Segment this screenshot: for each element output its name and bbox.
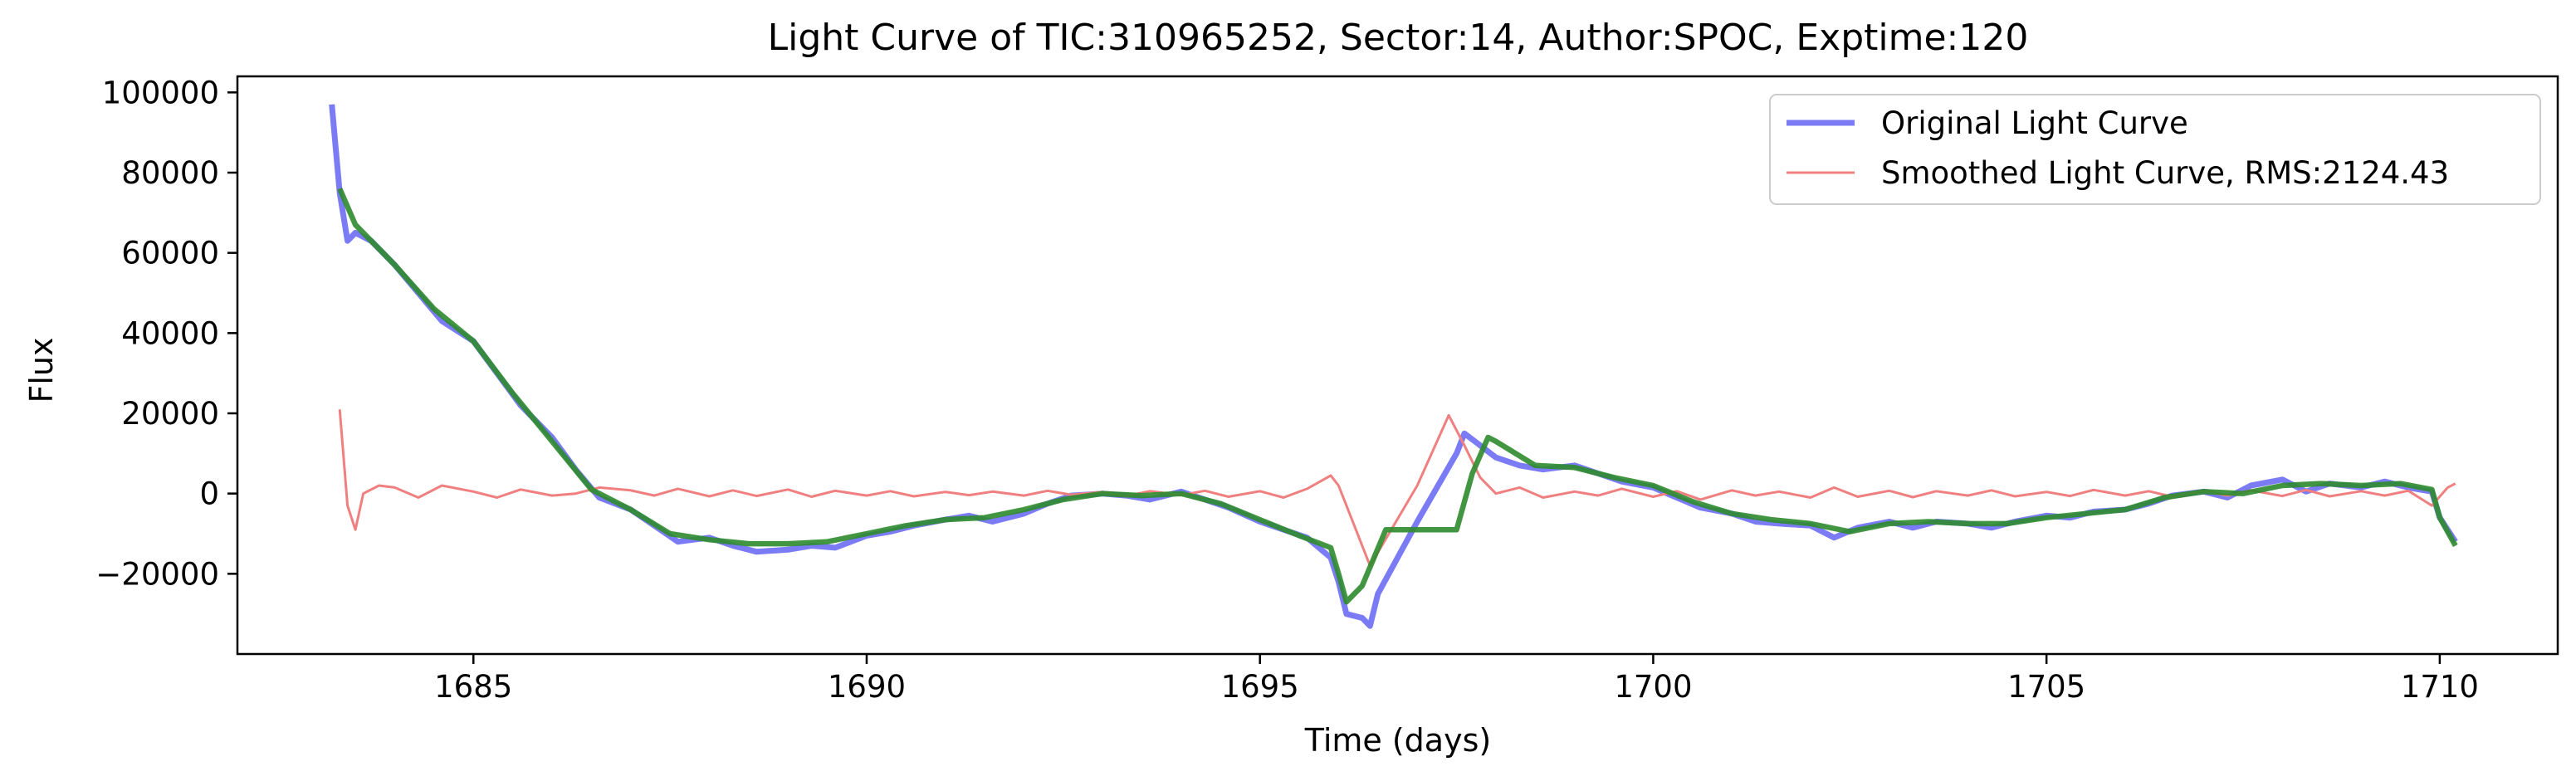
legend: Original Light Curve Smoothed Light Curv… (1769, 94, 2541, 205)
smoothed-light-curve-line (338, 409, 2456, 568)
x-tick-label: 1690 (828, 669, 906, 705)
y-tick-label: 0 (199, 476, 219, 512)
x-tick-label: 1700 (1614, 669, 1692, 705)
legend-box (1769, 94, 2541, 205)
x-tick-label: 1685 (434, 669, 512, 705)
x-axis-label: Time (days) (1304, 722, 1491, 759)
y-tick-label: 100000 (102, 75, 219, 110)
y-axis-ticks: −20000 0 20000 40000 60000 80000 100000 (95, 75, 237, 592)
x-tick-label: 1695 (1221, 669, 1299, 705)
x-tick-label: 1710 (2401, 669, 2479, 705)
legend-label-smoothed: Smoothed Light Curve, RMS:2124.43 (1881, 155, 2449, 191)
y-tick-label: 60000 (121, 236, 219, 271)
plot-area (329, 104, 2458, 629)
x-axis-ticks: 1685 1690 1695 1700 1705 1710 (434, 654, 2479, 705)
fitted-trend-line (337, 188, 2458, 605)
y-tick-label: 40000 (121, 315, 219, 351)
y-tick-label: −20000 (95, 556, 219, 592)
y-axis-label: Flux (23, 338, 60, 403)
axes-frame (236, 75, 2559, 656)
y-tick-label: 80000 (121, 155, 219, 191)
chart-title: Light Curve of TIC:310965252, Sector:14,… (768, 17, 2029, 59)
y-tick-label: 20000 (121, 396, 219, 432)
x-tick-label: 1705 (2007, 669, 2085, 705)
legend-label-original: Original Light Curve (1881, 105, 2188, 141)
